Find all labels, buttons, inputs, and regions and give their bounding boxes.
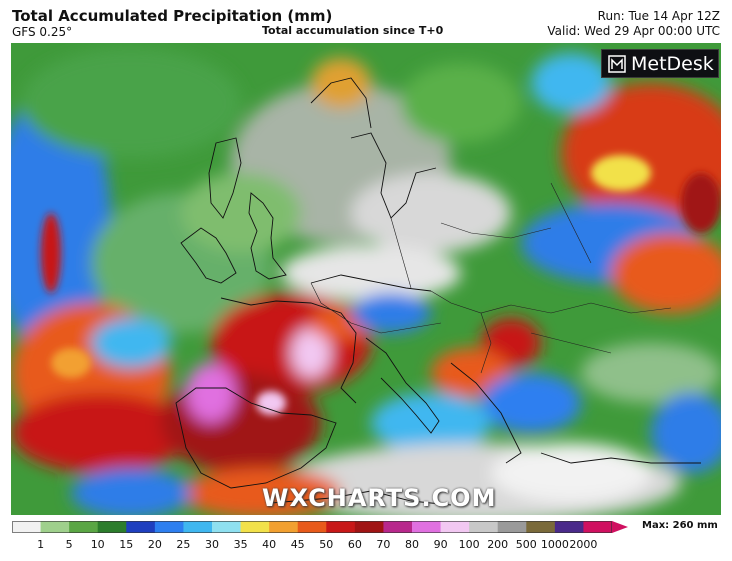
legend-tick-label: 1000: [540, 538, 569, 551]
precip-highlights: [41, 155, 721, 415]
precip-fields: [11, 48, 721, 515]
legend-swatch: [440, 521, 470, 533]
legend-swatch: [269, 521, 299, 533]
legend-swatch: [469, 521, 499, 533]
model-label: GFS 0.25°: [12, 25, 73, 39]
legend-swatch: [212, 521, 242, 533]
legend-tick-label: 200: [487, 538, 509, 551]
coastlines: [175, 77, 701, 506]
legend-swatch: [383, 521, 413, 533]
legend-tick-label: 100: [458, 538, 480, 551]
legend-tick-label: 35: [233, 538, 248, 551]
legend-tick-label: 30: [205, 538, 219, 551]
legend-swatch: [40, 521, 70, 533]
legend-swatch: [497, 521, 527, 533]
watermark: WXCHARTS.COM: [262, 484, 497, 512]
legend-tick-label: 20: [147, 538, 162, 551]
legend-tick-label: 45: [290, 538, 305, 551]
legend-tick-label: 10: [90, 538, 105, 551]
legend-swatch: [583, 521, 613, 533]
legend-swatch: [554, 521, 584, 533]
legend-swatch: [412, 521, 442, 533]
legend-tick-label: 5: [65, 538, 73, 551]
legend-tick-label: 60: [347, 538, 362, 551]
legend-tick-label: 15: [119, 538, 134, 551]
legend-swatch: [354, 521, 384, 533]
legend-swatch: [126, 521, 156, 533]
legend-swatch: [326, 521, 356, 533]
valid-time: Valid: Wed 29 Apr 00:00 UTC: [547, 24, 720, 38]
legend-swatch: [154, 521, 184, 533]
metdesk-logo: MetDesk: [601, 49, 719, 78]
legend-tick-label: 500: [515, 538, 537, 551]
legend-tick-label: 80: [405, 538, 419, 551]
legend-tick-label: 1: [37, 538, 45, 551]
legend-max-arrow: [612, 521, 628, 533]
subtitle: Total accumulation since T+0: [262, 24, 444, 37]
legend-swatch: [69, 521, 99, 533]
legend-tick-label: 40: [262, 538, 277, 551]
legend-swatch: [183, 521, 213, 533]
legend-max-label: Max: 260 mm: [642, 520, 718, 531]
logo-text: MetDesk: [631, 52, 714, 75]
legend-tick-label: 2000: [569, 538, 598, 551]
legend-swatch: [12, 521, 42, 533]
legend-swatch: [240, 521, 270, 533]
legend-tick-label: 70: [376, 538, 391, 551]
legend-outline: [12, 521, 612, 533]
legend-swatch: [526, 521, 556, 533]
legend-tick-label: 50: [319, 538, 334, 551]
legend-tick-label: 90: [433, 538, 448, 551]
page-title: Total Accumulated Precipitation (mm): [12, 7, 333, 25]
legend-tick-label: 25: [176, 538, 191, 551]
borders: [310, 182, 672, 374]
run-time: Run: Tue 14 Apr 12Z: [597, 9, 720, 23]
header-right: Run: Tue 14 Apr 12Z Valid: Wed 29 Apr 00…: [547, 9, 720, 39]
legend-colorbar: [12, 521, 628, 533]
metdesk-logo-icon: [608, 54, 626, 73]
header-left: Total Accumulated Precipitation (mm) GFS…: [12, 7, 332, 39]
legend-swatch: [297, 521, 327, 533]
legend-ticks: 1 5 10 15 20 25 30 35 40 45 50 60 70 80 90 100 200 500 100…: [0, 538, 732, 552]
precipitation-map: [11, 43, 721, 515]
legend-swatch: [97, 521, 127, 533]
